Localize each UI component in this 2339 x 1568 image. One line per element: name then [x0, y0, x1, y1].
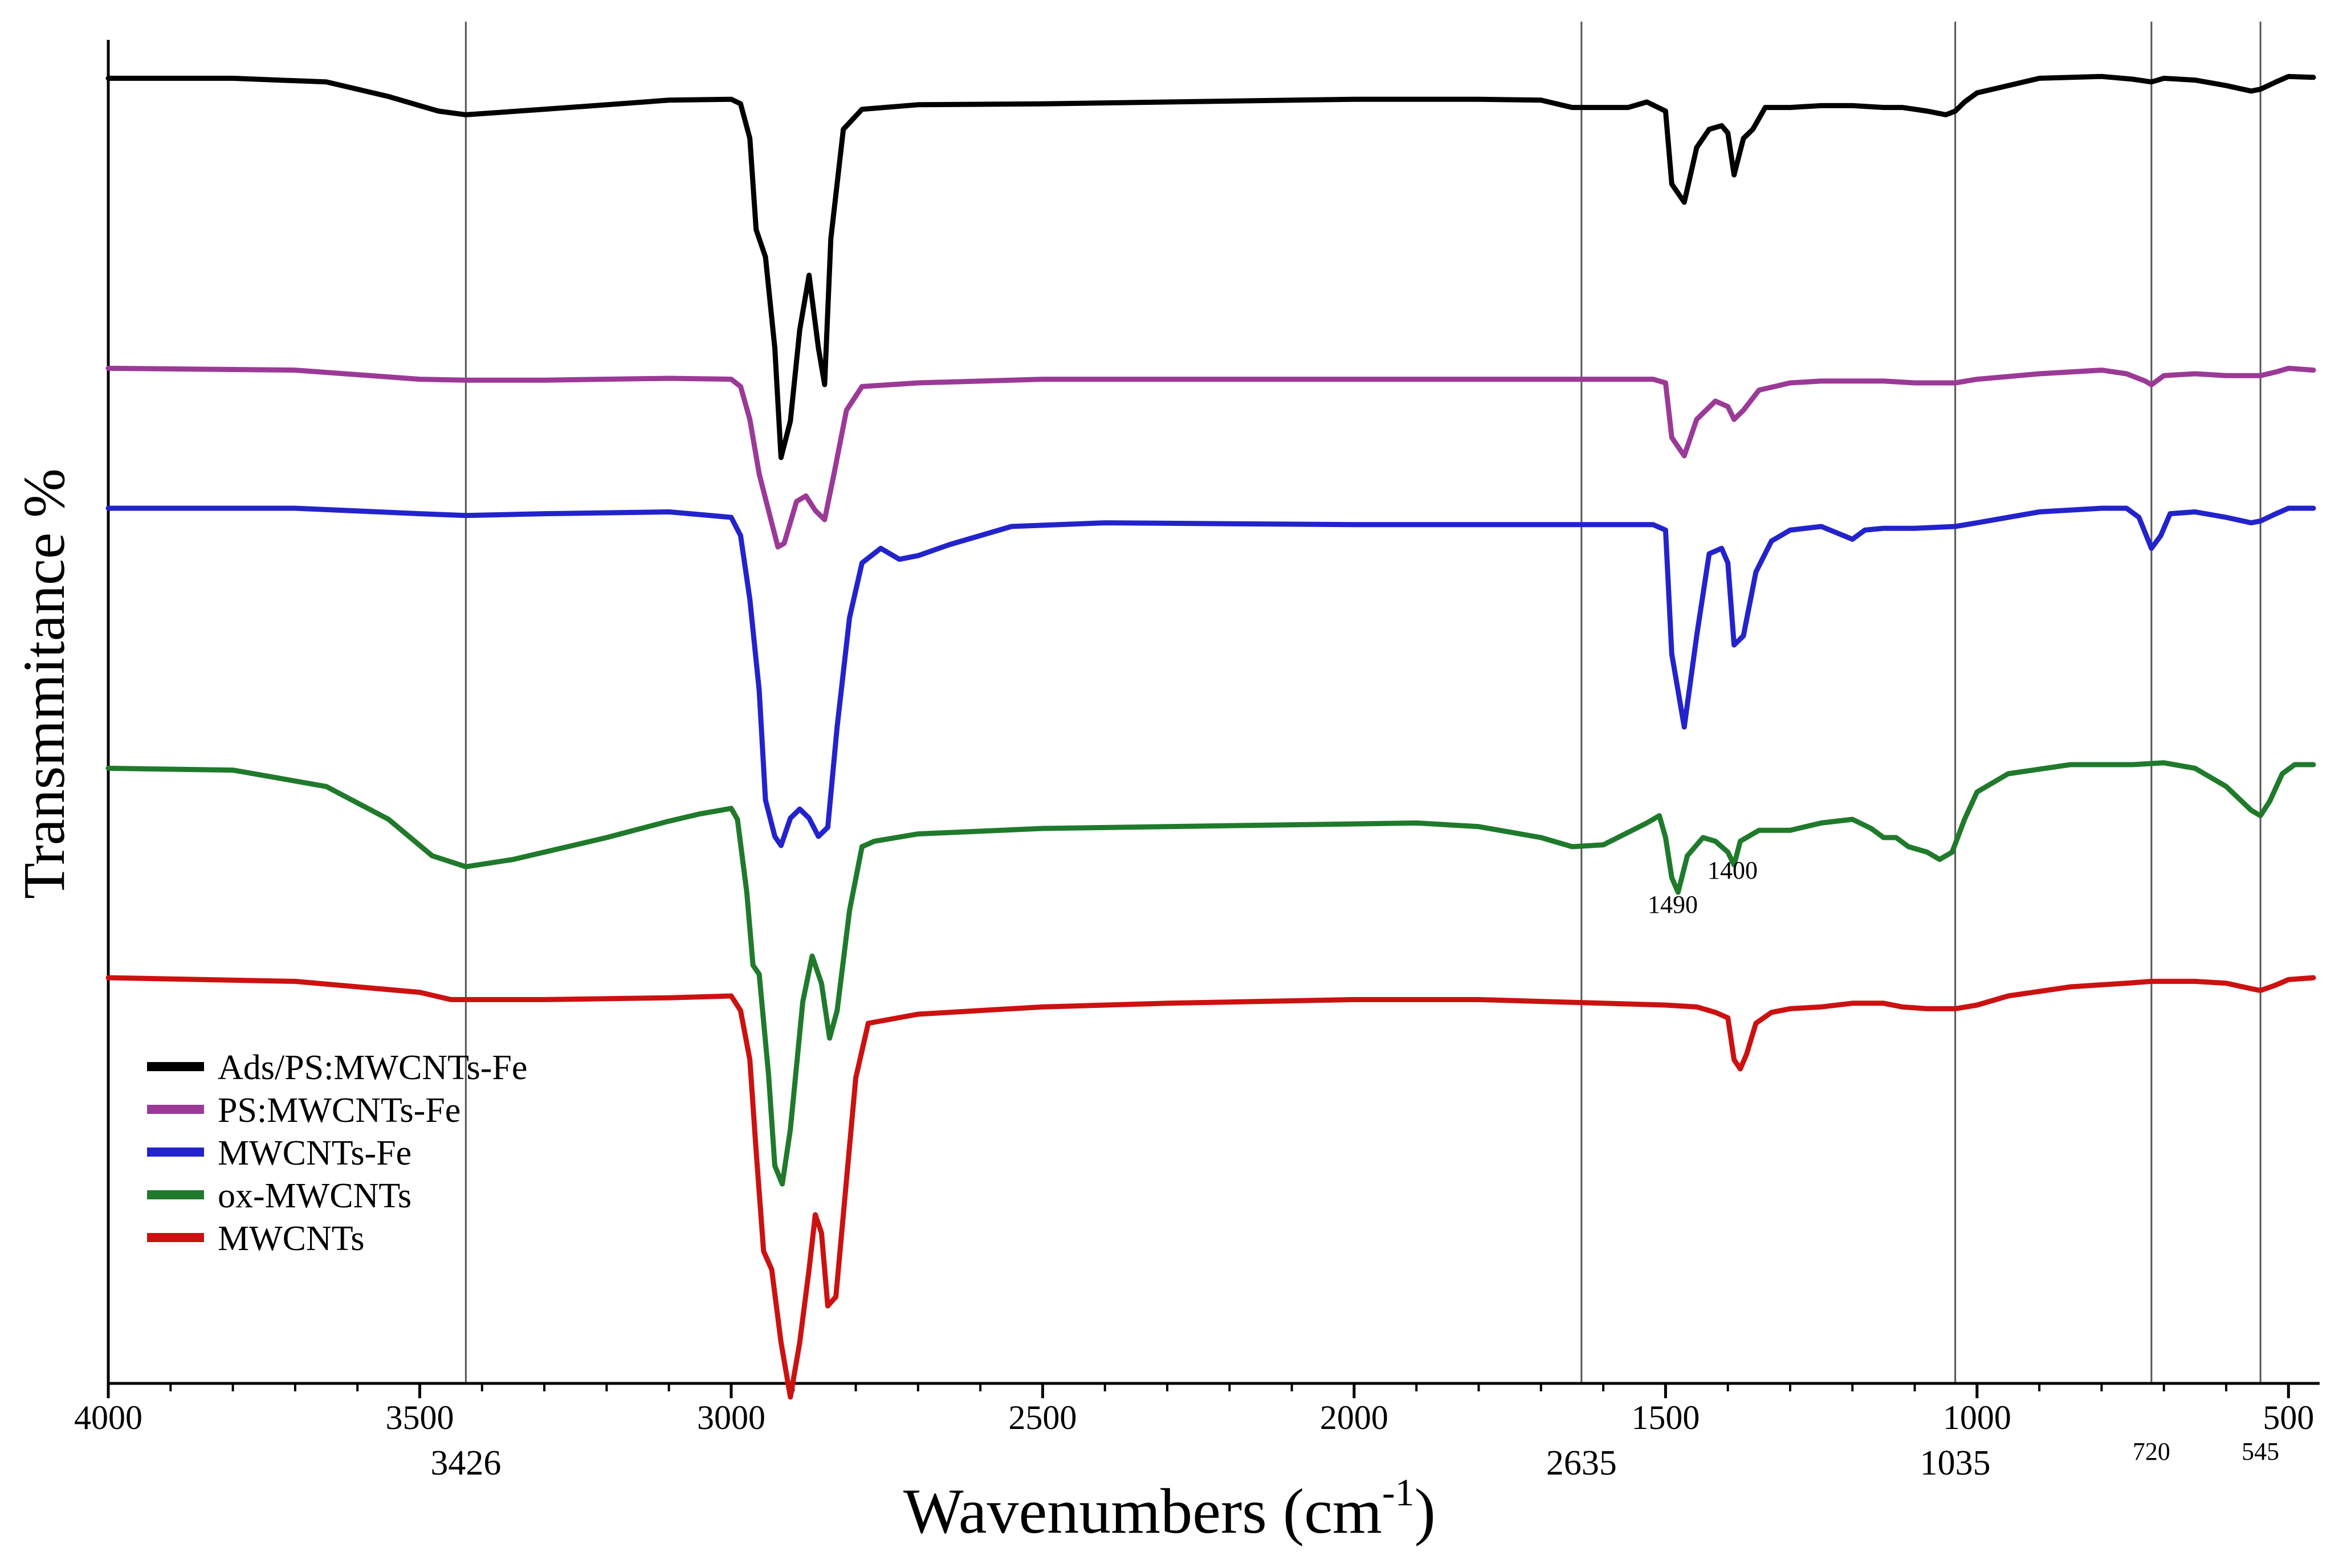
series-line — [105, 74, 2316, 460]
peak-annotation: 1400 — [1708, 856, 1758, 884]
x-axis-title-close: ) — [1415, 1476, 1436, 1547]
x-tick-label: 2000 — [1320, 1399, 1388, 1436]
x-tick-label: 1500 — [1631, 1399, 1700, 1436]
x-tick-label: 2500 — [1008, 1399, 1077, 1436]
series-line — [105, 760, 2316, 1187]
series-line — [105, 505, 2316, 848]
x-tick-label: 3000 — [697, 1399, 765, 1436]
legend: Ads/PS:MWCNTs-Fe PS:MWCNTs-Fe MWCNTs-Fe ox-… — [147, 1048, 527, 1258]
legend-label: MWCNTs — [218, 1219, 364, 1258]
legend-label: PS:MWCNTs-Fe — [218, 1091, 461, 1130]
reference-line-label: 1035 — [1920, 1444, 1991, 1483]
reference-line-label: 545 — [2242, 1438, 2279, 1465]
legend-label: ox-MWCNTs — [218, 1177, 411, 1215]
reference-line-label: 720 — [2133, 1438, 2170, 1465]
x-tick-label: 3500 — [385, 1399, 454, 1436]
reference-lines: 3426 2635 1035 720 545 — [430, 22, 2279, 1483]
x-tick-label: 4000 — [74, 1399, 142, 1436]
x-axis-title-sup: -1 — [1382, 1471, 1415, 1514]
x-axis-title-main: Wavenumbers (cm — [903, 1476, 1382, 1547]
plot-frame — [107, 40, 2320, 1385]
series-line — [105, 365, 2316, 550]
legend-label: MWCNTs-Fe — [218, 1134, 411, 1173]
x-tick-label: 500 — [2263, 1399, 2314, 1436]
reference-line-label: 3426 — [430, 1444, 501, 1483]
peak-annotation: 1490 — [1648, 891, 1698, 918]
x-axis: 4000 3500 3000 2500 2000 1500 1000 500 — [74, 1383, 2314, 1436]
x-tick-label: 1000 — [1943, 1399, 2011, 1436]
x-axis-title: Wavenumbers (cm-1) — [903, 1471, 1436, 1547]
peak-annotations: 1490 1400 — [1648, 856, 1758, 918]
series-line — [105, 975, 2316, 1400]
reference-line-label: 2635 — [1546, 1444, 1617, 1483]
series-layer — [105, 74, 2316, 1400]
axis-titles: Wavenumbers (cm-1) Transmmitance % — [11, 468, 1436, 1547]
legend-label: Ads/PS:MWCNTs-Fe — [218, 1048, 527, 1087]
y-axis-title: Transmmitance % — [11, 468, 77, 899]
